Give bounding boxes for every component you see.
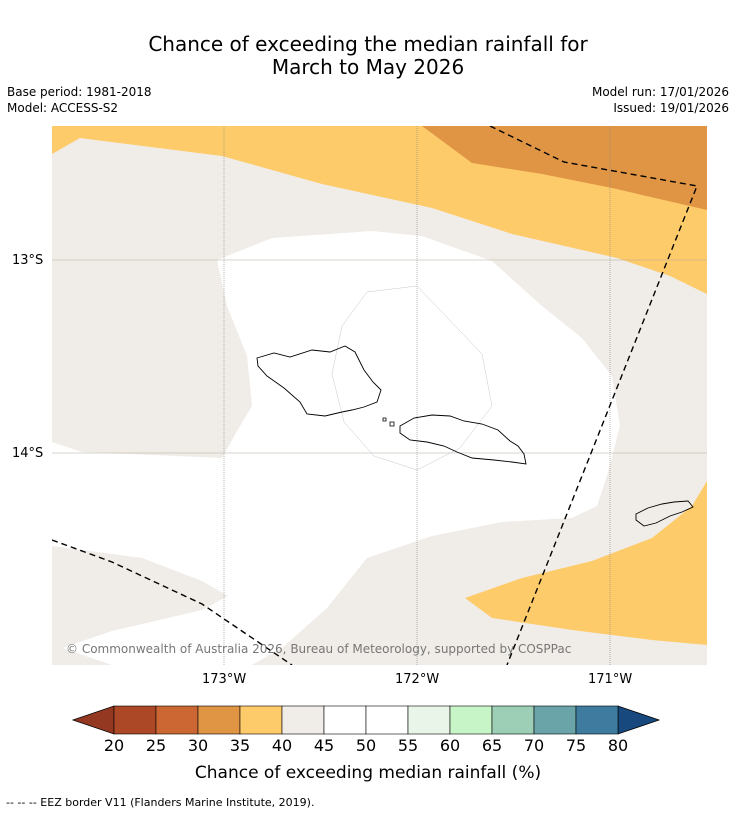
lon-label-173w: 173°W [202,672,247,687]
title-line-1: Chance of exceeding the median rainfall … [148,32,588,56]
colorbar-segment-70-75 [533,705,577,735]
colorbar-segment-60-65 [449,705,493,735]
island-apolima [389,421,395,427]
colorbar-segment-55-60 [407,705,451,735]
colorbar-tick-25: 25 [145,736,167,755]
island-upolu [399,414,527,465]
colorbar-tick-30: 30 [187,736,209,755]
issued-date: Issued: 19/01/2026 [613,101,729,115]
model-name: Model: ACCESS-S2 [7,101,119,115]
inner-zone-outline [331,285,493,471]
colorbar-segment-40-45 [281,705,325,735]
model-run: Model run: 17/01/2026 [591,85,729,99]
lat-label-14s: 14°S [12,446,44,461]
colorbar-segment-75-80 [575,705,619,735]
colorbar-tick-45: 45 [313,736,335,755]
colorbar-segment-50-55 [365,705,409,735]
forecast-map: © Commonwealth of Australia 2026, Bureau… [52,126,707,665]
colorbar-tick-70: 70 [523,736,545,755]
colorbar-segment-35-40 [239,705,283,735]
colorbar-segment-30-35 [197,705,241,735]
colorbar-over-arrow [617,705,661,735]
lat-label-13s: 13°S [12,253,44,268]
colorbar-under-arrow [71,705,115,735]
colorbar-segment-65-70 [491,705,535,735]
colorbar [71,705,661,735]
copyright-text: © Commonwealth of Australia 2026, Bureau… [66,642,571,656]
colorbar-tick-20: 20 [103,736,125,755]
colorbar-tick-55: 55 [397,736,419,755]
island-savaii [256,345,382,417]
base-period: Base period: 1981-2018 [7,85,152,99]
lon-label-172w: 172°W [395,672,440,687]
colorbar-segment-45-50 [323,705,367,735]
graticule [52,126,707,665]
colorbar-tick-60: 60 [439,736,461,755]
eez-footnote: -- -- -- EEZ border V11 (Flanders Marine… [6,796,315,809]
colorbar-tick-80: 80 [607,736,629,755]
colorbar-tick-75: 75 [565,736,587,755]
colorbar-tick-50: 50 [355,736,377,755]
zone-dark-orange-northeast [422,126,707,210]
zone-white-central [52,231,620,665]
colorbar-tick-40: 40 [271,736,293,755]
lon-label-171w: 171°W [588,672,633,687]
zone-orange-southeast [465,481,707,645]
colorbar-label: Chance of exceeding median rainfall (%) [194,763,542,783]
eez-border-southwest [52,539,293,665]
island-manono [382,417,387,422]
title-line-2: March to May 2026 [271,55,465,79]
island-tutuila [635,500,694,527]
colorbar-segment-25-30 [155,705,199,735]
colorbar-tick-35: 35 [229,736,251,755]
colorbar-tick-65: 65 [481,736,503,755]
colorbar-segment-20-25 [113,705,157,735]
eez-border-north [489,126,698,665]
